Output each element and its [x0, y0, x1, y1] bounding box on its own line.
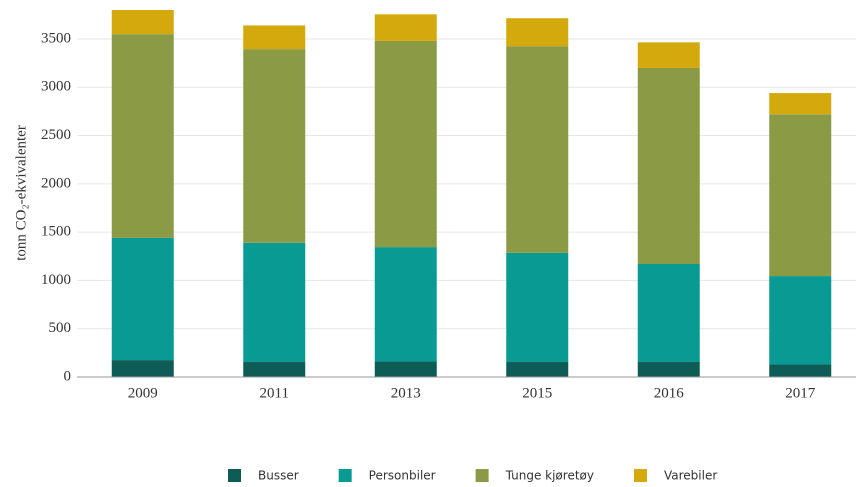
y-axis-label: tonn CO₂-ekvivalenter — [13, 125, 29, 261]
x-tick-label: 2016 — [654, 385, 685, 401]
bar-segment — [374, 40, 437, 248]
bar-segment — [111, 34, 174, 238]
x-tick-label: 2011 — [260, 385, 289, 401]
bar-segment — [506, 252, 569, 363]
bar-segment — [243, 362, 306, 377]
bar-segment — [111, 237, 174, 361]
bar-segment — [769, 93, 832, 115]
bar-segment — [769, 364, 832, 377]
y-tick-label: 1000 — [41, 272, 71, 288]
legend-swatch — [475, 469, 489, 482]
bar-segment — [506, 362, 569, 377]
bar-segment — [506, 46, 569, 253]
bar-segment — [111, 360, 174, 377]
bar-segment — [637, 362, 700, 377]
bar-segment — [243, 49, 306, 243]
legend-swatch — [338, 469, 352, 482]
bar-segment — [769, 276, 832, 365]
bar-segment — [374, 247, 437, 362]
legend-label: Personbiler — [369, 469, 436, 483]
bar-segment — [374, 14, 437, 41]
bar-segment — [243, 25, 306, 50]
x-tick-label: 2015 — [522, 385, 552, 401]
y-tick-label: 3500 — [41, 30, 71, 46]
legend-label: Tunge kjøretøy — [505, 469, 594, 483]
y-tick-label: 1500 — [41, 224, 71, 240]
legend-swatch — [228, 469, 241, 482]
bar-segment — [111, 10, 174, 35]
y-tick-label: 0 — [64, 368, 72, 384]
y-tick-label: 2500 — [41, 127, 71, 143]
x-tick-label: 2009 — [128, 385, 158, 401]
y-tick-label: 3000 — [41, 79, 71, 95]
x-tick-label: 2017 — [785, 385, 816, 401]
bar-segment — [637, 264, 700, 363]
legend-swatch — [633, 469, 647, 482]
bar-segment — [243, 242, 306, 363]
x-tick-label: 2013 — [391, 385, 421, 401]
bar-segment — [374, 361, 437, 377]
bar-segment — [637, 42, 700, 68]
y-tick-label: 2000 — [41, 175, 71, 191]
bar-segment — [506, 18, 569, 47]
legend-label: Varebiler — [664, 469, 717, 483]
bar-segment — [769, 114, 832, 277]
bar-segment — [637, 67, 700, 265]
y-tick-label: 500 — [49, 320, 72, 336]
legend: Busser Personbiler Tunge kjøretøy Varebiler — [228, 469, 717, 483]
legend-label: Busser — [258, 469, 299, 483]
